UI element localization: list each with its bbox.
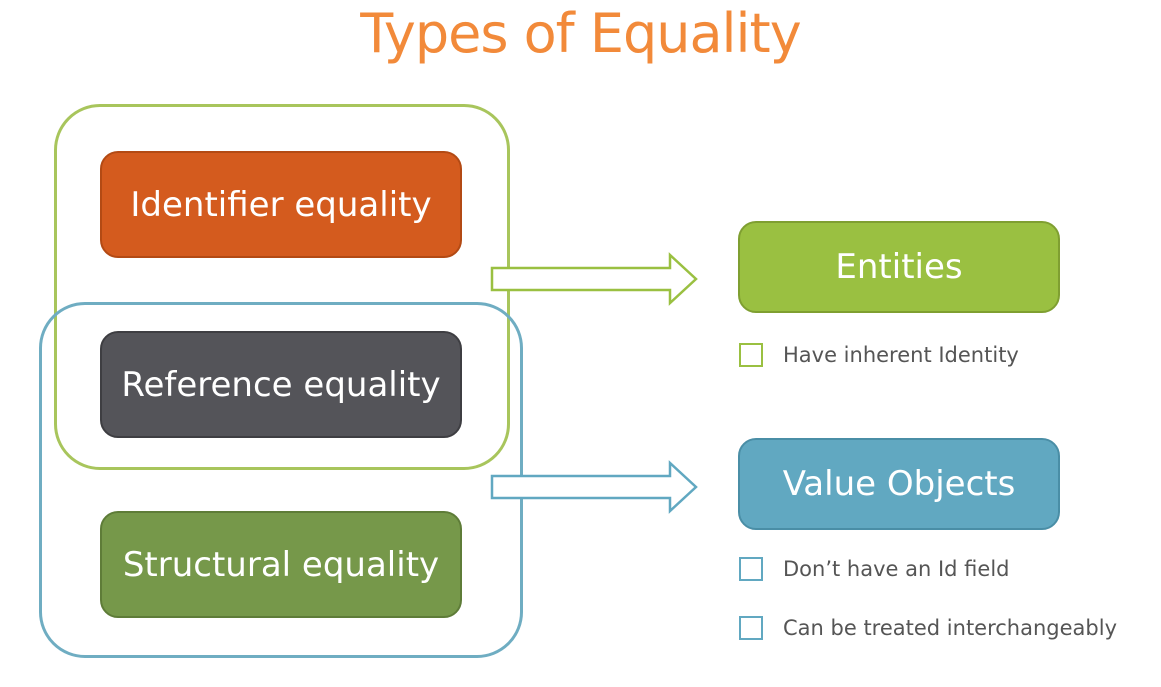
reference-equality-box: Reference equality	[100, 331, 462, 438]
value-objects-box: Value Objects	[738, 438, 1060, 530]
entities-point-text: Have inherent Identity	[783, 343, 1019, 367]
checkbox-icon	[739, 343, 763, 367]
arrow-to-entities	[490, 252, 698, 306]
identifier-equality-box: Identifier equality	[100, 151, 462, 258]
value-objects-label: Value Objects	[782, 464, 1016, 504]
value-point-text: Can be treated interchangeably	[783, 616, 1118, 640]
checkbox-icon	[739, 616, 763, 640]
arrow-to-value-objects	[490, 460, 698, 514]
reference-equality-label: Reference equality	[121, 364, 441, 405]
value-point: Can be treated interchangeably	[739, 616, 1117, 640]
entities-box: Entities	[738, 221, 1060, 313]
page-title: Types of Equality	[360, 2, 801, 65]
structural-equality-box: Structural equality	[100, 511, 462, 618]
identifier-equality-label: Identifier equality	[130, 184, 432, 225]
value-point-text: Don’t have an Id field	[783, 557, 1010, 581]
value-point: Don’t have an Id field	[739, 557, 1009, 581]
entities-point: Have inherent Identity	[739, 343, 1019, 367]
checkbox-icon	[739, 557, 763, 581]
structural-equality-label: Structural equality	[122, 544, 440, 585]
entities-label: Entities	[835, 247, 963, 287]
